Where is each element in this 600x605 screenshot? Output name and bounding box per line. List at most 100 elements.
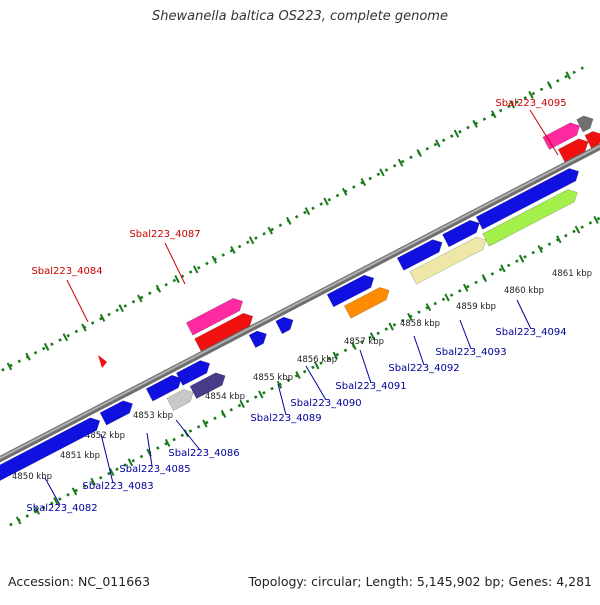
gene-arrow: [0, 417, 101, 481]
gene-arrow: [275, 316, 294, 335]
gene-arrow: [175, 360, 211, 386]
lower-major-tick: [537, 244, 543, 253]
upper-major-tick: [62, 333, 69, 342]
lower-major-tick: [407, 312, 413, 321]
upper-major-tick: [528, 90, 534, 99]
lower-major-tick: [388, 322, 394, 331]
lower-major-tick: [71, 487, 78, 496]
lower-major-tick: [369, 332, 376, 341]
upper-major-tick: [490, 110, 497, 119]
lower-major-tick: [53, 497, 59, 506]
upper-major-tick: [453, 129, 460, 138]
gene-label: Sbal223_4095: [495, 98, 566, 109]
gene-label-leader: [516, 299, 532, 330]
scale-tick-label: 4854 kbp: [205, 392, 245, 402]
lower-major-tick: [15, 516, 22, 525]
gene-label-leader: [459, 319, 472, 350]
gene-label-leader: [164, 242, 186, 285]
upper-major-tick: [379, 168, 385, 177]
lower-major-tick: [351, 341, 357, 350]
upper-major-tick: [304, 207, 311, 216]
upper-major-tick: [118, 304, 124, 313]
gene-arrow: [166, 389, 194, 412]
gene-label-leader: [277, 383, 287, 416]
gene-label: Sbal223_4094: [495, 327, 566, 338]
lower-major-tick: [295, 371, 301, 380]
gene-label: Sbal223_4093: [435, 347, 506, 358]
gene-arrow: [248, 330, 267, 349]
upper-major-tick: [25, 352, 31, 361]
lower-major-tick: [593, 215, 599, 224]
upper-major-tick: [397, 158, 404, 167]
lower-major-tick: [500, 264, 506, 273]
upper-major-tick: [99, 313, 106, 322]
upper-major-tick: [341, 187, 348, 196]
upper-scale-track: [0, 66, 584, 373]
gene-label: Sbal223_4087: [129, 229, 200, 240]
lower-major-tick: [444, 293, 450, 302]
upper-major-tick: [286, 216, 292, 225]
upper-major-tick: [267, 226, 273, 235]
upper-major-tick: [81, 323, 87, 332]
lower-major-tick: [574, 225, 581, 234]
scale-tick-label: 4857 kbp: [344, 337, 384, 347]
lower-major-tick: [127, 458, 134, 467]
gene-arrow: [482, 189, 578, 247]
upper-major-tick: [174, 275, 180, 284]
gene-arrow: [185, 297, 244, 336]
upper-major-tick: [211, 255, 218, 264]
upper-major-tick: [248, 236, 255, 245]
gene-label-leader: [66, 279, 89, 323]
upper-major-tick: [435, 139, 441, 148]
upper-major-tick: [360, 178, 367, 187]
gene-arrow: [584, 131, 600, 149]
upper-major-tick: [323, 197, 329, 206]
gene-arrow: [343, 287, 390, 319]
gene-label: Sbal223_4083: [82, 481, 153, 492]
lower-major-tick: [332, 351, 339, 360]
lower-major-tick: [239, 400, 245, 409]
upper-major-tick: [230, 245, 236, 254]
gene-arrow: [189, 372, 226, 400]
upper-major-tick: [509, 100, 516, 109]
lower-major-tick: [258, 390, 264, 399]
genome-backbone-highlight: [0, 144, 600, 460]
lower-major-tick: [481, 274, 488, 283]
upper-major-tick: [155, 284, 162, 293]
gene-label: Sbal223_4091: [335, 381, 406, 392]
page-title: Shewanella baltica OS223, complete genom…: [152, 9, 448, 24]
upper-major-tick: [472, 119, 478, 128]
gene-arrow: [194, 312, 254, 352]
upper-major-tick: [43, 342, 50, 351]
upper-major-tick: [565, 71, 571, 80]
gene-arrow: [475, 168, 580, 230]
lower-major-tick: [518, 254, 525, 263]
gene-label-leader: [146, 432, 153, 467]
gene-label: Sbal223_4086: [168, 448, 239, 459]
gene-label-leader: [413, 335, 425, 366]
accession-text: Accession: NC_011663: [8, 574, 151, 589]
lower-scale-track: [9, 216, 600, 527]
gene-label: Sbal223_4089: [250, 413, 321, 424]
scale-tick-label: 4852 kbp: [85, 431, 125, 441]
lower-major-tick: [276, 380, 283, 389]
lower-major-tick: [109, 468, 115, 477]
scale-tick-label: 4851 kbp: [60, 451, 100, 461]
scale-tick-label: 4855 kbp: [253, 373, 293, 383]
gene-arrow: [442, 219, 480, 248]
gene-label-leader: [44, 477, 61, 506]
lower-major-tick: [34, 506, 40, 515]
upper-major-tick: [192, 265, 199, 274]
scale-tick-label: 4858 kbp: [400, 319, 440, 329]
gene-label-leader: [305, 365, 327, 401]
gene-label: Sbal223_4090: [290, 398, 361, 409]
upper-major-tick: [546, 81, 553, 90]
lower-major-tick: [90, 477, 96, 486]
gene-arrow: [557, 138, 589, 163]
lower-major-tick: [313, 361, 320, 370]
upper-major-tick: [416, 148, 422, 158]
gene-label: Sbal223_4085: [119, 464, 190, 475]
lower-major-tick: [425, 303, 432, 312]
gene-arrow: [409, 236, 487, 285]
